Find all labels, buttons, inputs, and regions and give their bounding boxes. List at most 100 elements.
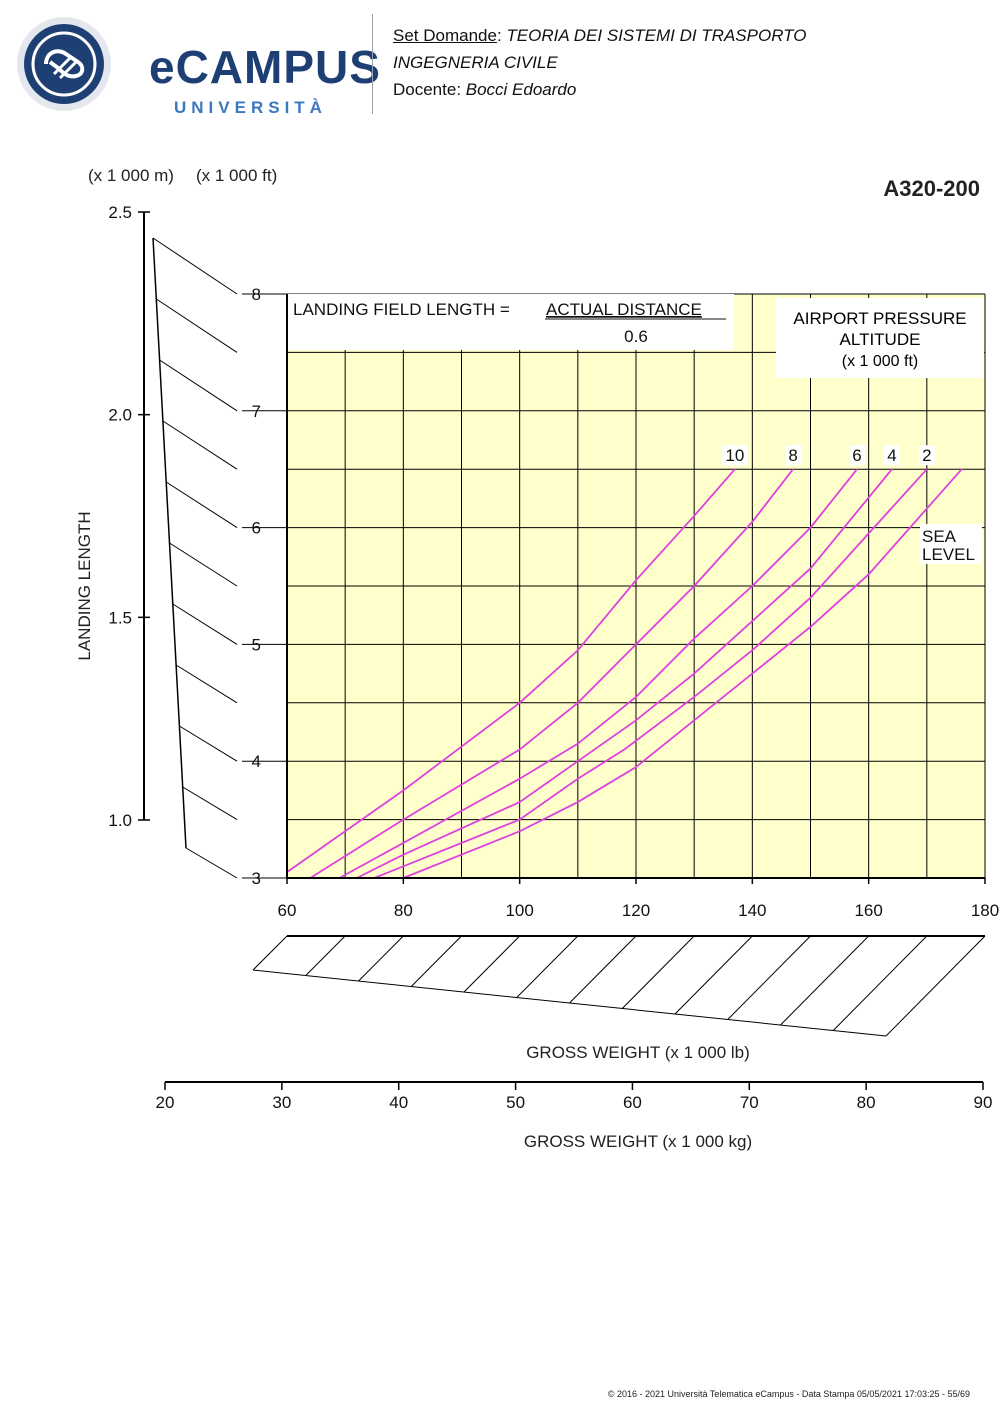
x-tick-label: 80: [394, 901, 413, 920]
series-label-bg: [849, 445, 866, 466]
series-label: 2: [922, 446, 931, 465]
ladder-bottom-rung: [727, 935, 811, 1020]
ladder-bottom-rung: [410, 935, 462, 987]
logo-wordmark: eCAMPUS: [149, 41, 381, 93]
series-label: 8: [788, 446, 797, 465]
kg-tick-label: 50: [506, 1093, 525, 1112]
logo-emblem-icon: [17, 17, 111, 111]
formula-denominator: 0.6: [624, 327, 648, 346]
y-units-ft: (x 1 000 ft): [196, 166, 277, 185]
kg-tick-label: 70: [740, 1093, 759, 1112]
ladder-top-edge: [152, 237, 238, 295]
kg-tick-label: 60: [623, 1093, 642, 1112]
y-axis-label: LANDING LENGTH: [75, 511, 94, 660]
legend-box: AIRPORT PRESSURE ALTITUDE (x 1 000 ft): [776, 298, 984, 378]
series-label: 4: [887, 446, 896, 465]
ladder-bottom-rung: [305, 935, 346, 976]
x-tick-label: 60: [278, 901, 297, 920]
bottom-correction-ladder: [252, 935, 986, 1037]
header-divider: [372, 14, 373, 114]
ladder-rung: [169, 542, 238, 587]
series-line-8: [309, 468, 794, 879]
ladder-rung: [165, 481, 238, 529]
x-tick-label: 180: [971, 901, 999, 920]
set-label: Set Domande: [393, 26, 497, 45]
ladder-bottom-rung: [463, 935, 521, 993]
ladder-rung: [175, 664, 238, 704]
ft-tick-label: 3: [252, 869, 261, 888]
page-footer: © 2016 - 2021 Università Telematica eCam…: [607, 1389, 970, 1399]
x-tick-label: 140: [738, 901, 766, 920]
series-curves: [286, 468, 963, 879]
course-name: TEORIA DEI SISTEMI DI TRASPORTO: [506, 26, 807, 45]
legend-title-3: (x 1 000 ft): [842, 353, 918, 370]
x-tick-label: 160: [854, 901, 882, 920]
kg-tick-label: 90: [974, 1093, 993, 1112]
ladder-rung: [162, 420, 238, 470]
formula-numerator: ACTUAL DISTANCE: [546, 300, 702, 319]
program-name: INGEGNERIA CIVILE: [393, 53, 558, 72]
legend-title-1: AIRPORT PRESSURE: [793, 309, 966, 328]
y-axis-m: 1.0 1.5 2.0 2.5: [108, 203, 150, 830]
series-label-bg: [918, 445, 935, 466]
ft-tick-label: 6: [252, 519, 261, 538]
logo-subtitle: UNIVERSITÀ: [174, 98, 327, 117]
header-info: Set Domande: TEORIA DEI SISTEMI DI TRASP…: [393, 22, 806, 103]
series-label: 10: [725, 446, 744, 465]
ft-tick-label: 7: [252, 402, 261, 421]
x-tick-label: 100: [505, 901, 533, 920]
sea-level-label-bg: [920, 524, 982, 564]
m-tick-label: 2.5: [108, 203, 132, 222]
x-tick-label: 120: [622, 901, 650, 920]
set-sep: :: [496, 26, 507, 45]
ladder-bottom-rung: [832, 935, 928, 1031]
x-axis-label-kg: GROSS WEIGHT (x 1 000 kg): [524, 1132, 752, 1151]
m-tick-label: 1.0: [108, 811, 132, 830]
ladder-bottom-edge: [185, 847, 238, 879]
y-units-m: (x 1 000 m): [88, 166, 174, 185]
x-axis-kg: 20 30 40 50 60 70 80 90: [156, 1081, 993, 1112]
page-header: eCAMPUS UNIVERSITÀ Set Domande: TEORIA D…: [0, 0, 1000, 130]
kg-tick-label: 30: [272, 1093, 291, 1112]
m-tick-label: 2.0: [108, 406, 132, 425]
series-line-6: [338, 468, 858, 879]
ladder-rung: [159, 359, 238, 412]
ladder-rung: [156, 298, 238, 353]
x-axis-lb: 60 80 100 120 140 160 180: [278, 877, 999, 920]
series-line-2: [373, 468, 928, 879]
series-line-4: [356, 468, 893, 879]
teacher-label: Docente:: [393, 80, 466, 99]
chart-title: A320-200: [883, 176, 980, 201]
ladder-bottom-right: [885, 935, 986, 1037]
x-axis-label: GROSS WEIGHT (x 1 000 lb): [526, 1043, 750, 1062]
kg-tick-label: 40: [389, 1093, 408, 1112]
series-label-bg: [721, 445, 748, 466]
series-line-10: [286, 468, 736, 873]
ft-tick-label: 8: [252, 285, 261, 304]
kg-tick-label: 20: [156, 1093, 175, 1112]
kg-tick-label: 80: [857, 1093, 876, 1112]
formula-lhs: LANDING FIELD LENGTH =: [293, 300, 510, 319]
ladder-bottom-left: [252, 935, 288, 971]
series-label-level: LEVEL: [922, 545, 975, 564]
formula-box: LANDING FIELD LENGTH = ACTUAL DISTANCE 0…: [287, 294, 734, 350]
ecampus-logo: eCAMPUS UNIVERSITÀ: [14, 14, 380, 117]
legend-title-2: ALTITUDE: [840, 330, 921, 349]
ladder-rung: [182, 786, 238, 821]
series-label-bg: [883, 445, 900, 466]
ladder-rung: [172, 603, 238, 645]
series-label: 6: [852, 446, 861, 465]
left-correction-ladder: [152, 237, 238, 879]
series-label-bg: [785, 445, 802, 466]
ladder-bottom-rung: [621, 935, 695, 1009]
series-line-sea-level: [402, 468, 963, 879]
ft-tick-label: 5: [252, 635, 261, 654]
ladder-bottom-rung: [569, 935, 637, 1004]
m-tick-label: 1.5: [108, 608, 132, 627]
y-axis-ft: 3 4 5 6 7 8: [242, 285, 288, 888]
ladder-bottom-rung: [674, 935, 753, 1015]
ladder-bottom-rung: [358, 935, 404, 982]
ladder-bottom-rung: [516, 935, 579, 998]
